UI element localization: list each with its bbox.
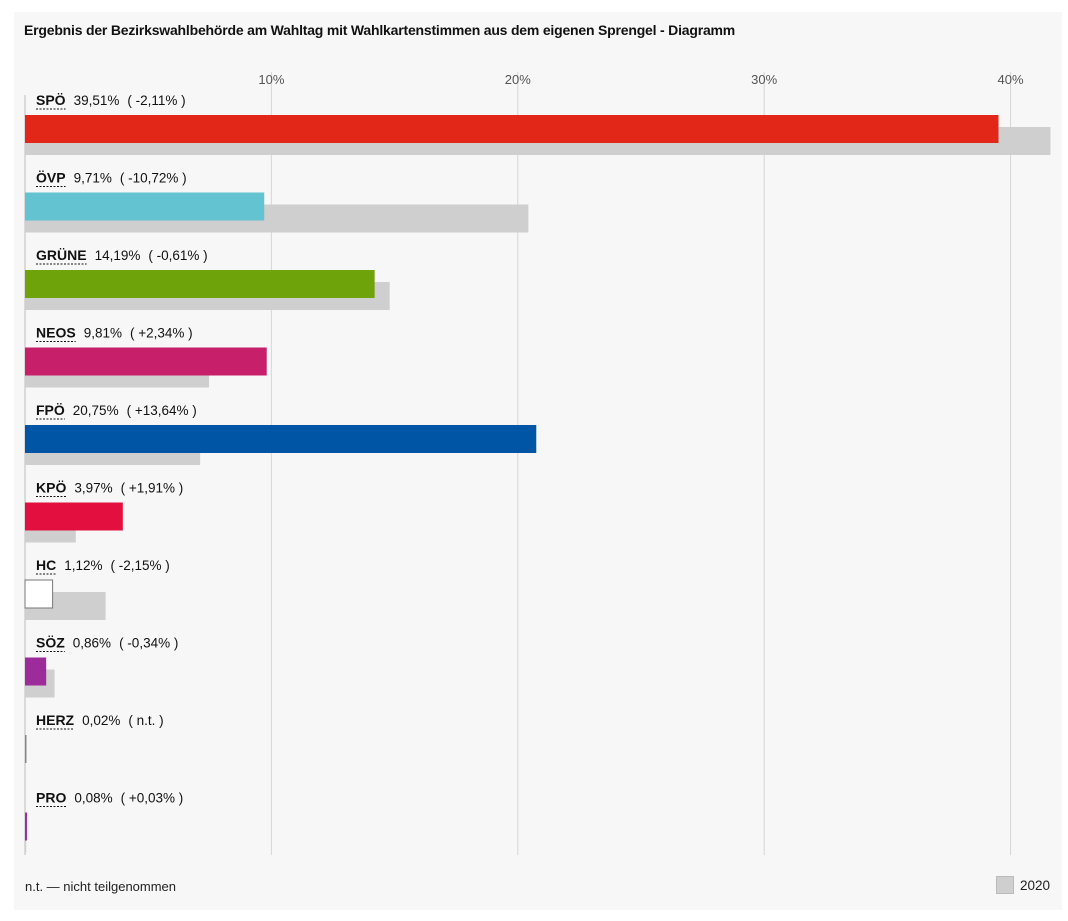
bar-current	[25, 270, 375, 298]
bar-current	[25, 735, 27, 763]
party-name: PRO	[36, 790, 66, 806]
party-change: ( +2,34% )	[130, 326, 193, 341]
party-change: ( +1,91% )	[121, 481, 184, 496]
party-value: 9,71%	[74, 171, 112, 186]
party-change: ( -2,11% )	[127, 93, 185, 108]
legend-label: 2020	[1019, 877, 1050, 893]
bar-current	[25, 115, 999, 143]
party-value: 9,81%	[84, 326, 122, 341]
party-change: ( -2,15% )	[111, 558, 170, 573]
party-value: 3,97%	[74, 481, 112, 496]
party-name: FPÖ	[36, 402, 65, 418]
footnote: n.t. — nicht teilgenommen	[25, 879, 177, 894]
party-name: KPÖ	[36, 480, 66, 496]
x-tick-label: 20%	[505, 72, 531, 87]
legend: 2020	[995, 876, 1050, 894]
bar-current	[25, 192, 265, 221]
bar-current	[25, 657, 47, 686]
party-name: NEOS	[36, 325, 76, 341]
party-change: ( -0,61% )	[148, 248, 207, 263]
party-name: GRÜNE	[36, 247, 87, 263]
party-change: ( -0,34% )	[119, 636, 178, 651]
party-name: HERZ	[36, 712, 75, 728]
party-value: 39,51%	[74, 93, 120, 108]
party-change: ( -10,72% )	[120, 171, 187, 186]
bar-current	[25, 347, 267, 376]
bar-current	[25, 812, 27, 841]
party-value: 0,86%	[73, 636, 111, 651]
bar-current	[25, 425, 537, 453]
party-name: ÖVP	[36, 170, 66, 186]
party-value: 20,75%	[73, 403, 119, 418]
party-name: HC	[36, 557, 56, 573]
party-value: 1,12%	[64, 558, 102, 573]
party-change: ( +13,64% )	[127, 403, 197, 418]
bar-current	[24, 579, 54, 609]
x-tick-label: 40%	[998, 72, 1024, 87]
chart-title: Ergebnis der Bezirkswahlbehörde am Wahlt…	[24, 22, 736, 38]
party-value: 14,19%	[95, 248, 141, 263]
party-change: ( n.t. )	[128, 713, 163, 728]
x-tick-label: 30%	[751, 72, 777, 87]
party-change: ( +0,03% )	[121, 791, 184, 806]
x-tick-label: 10%	[258, 72, 284, 87]
party-name: SÖZ	[36, 635, 65, 651]
party-value: 0,08%	[74, 791, 112, 806]
party-name: SPÖ	[36, 92, 66, 108]
legend-swatch-previous	[995, 876, 1014, 894]
party-value: 0,02%	[82, 713, 120, 728]
bar-current	[25, 502, 123, 531]
